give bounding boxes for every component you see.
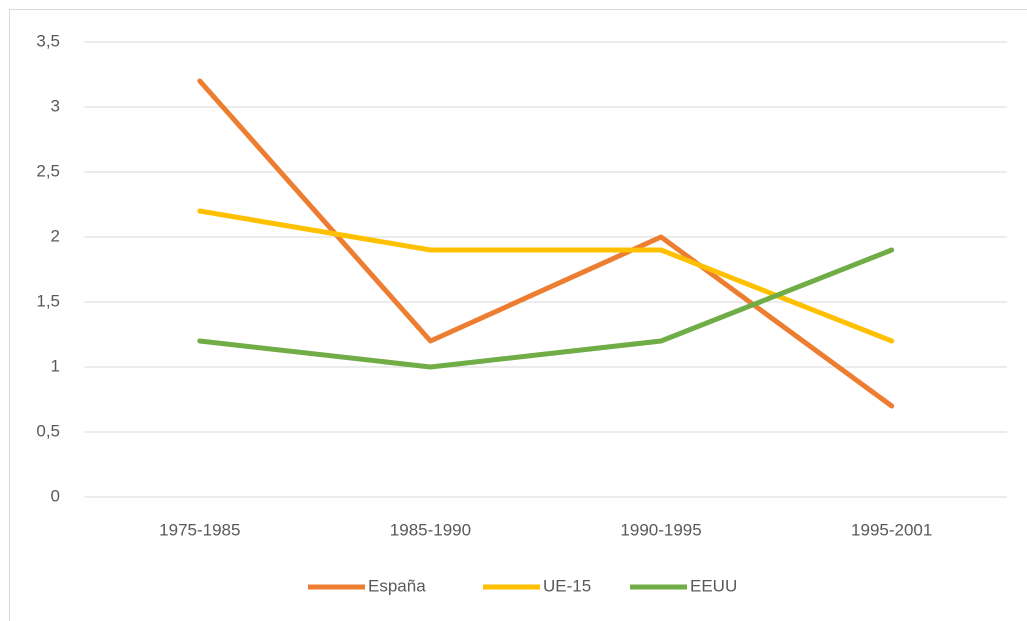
x-tick-label: 1995-2001 xyxy=(851,520,932,539)
y-tick-label: 0,5 xyxy=(36,421,60,440)
y-tick-label: 3 xyxy=(51,96,60,115)
line-series xyxy=(197,78,895,409)
y-tick-label: 1,5 xyxy=(36,291,60,310)
legend-label: UE-15 xyxy=(543,576,591,595)
y-tick-label: 1 xyxy=(51,356,60,375)
y-tick-label: 3,5 xyxy=(36,31,60,50)
chart-border xyxy=(9,9,1027,621)
x-tick-label: 1985-1990 xyxy=(390,520,471,539)
x-tick-label: 1990-1995 xyxy=(620,520,701,539)
legend-label: EEUU xyxy=(690,576,737,595)
y-tick-label: 2,5 xyxy=(36,161,60,180)
x-tick-label: 1975-1985 xyxy=(159,520,240,539)
y-tick-label: 2 xyxy=(51,226,60,245)
legend-label: España xyxy=(368,576,426,595)
y-tick-label: 0 xyxy=(51,486,60,505)
line-series xyxy=(197,247,895,370)
